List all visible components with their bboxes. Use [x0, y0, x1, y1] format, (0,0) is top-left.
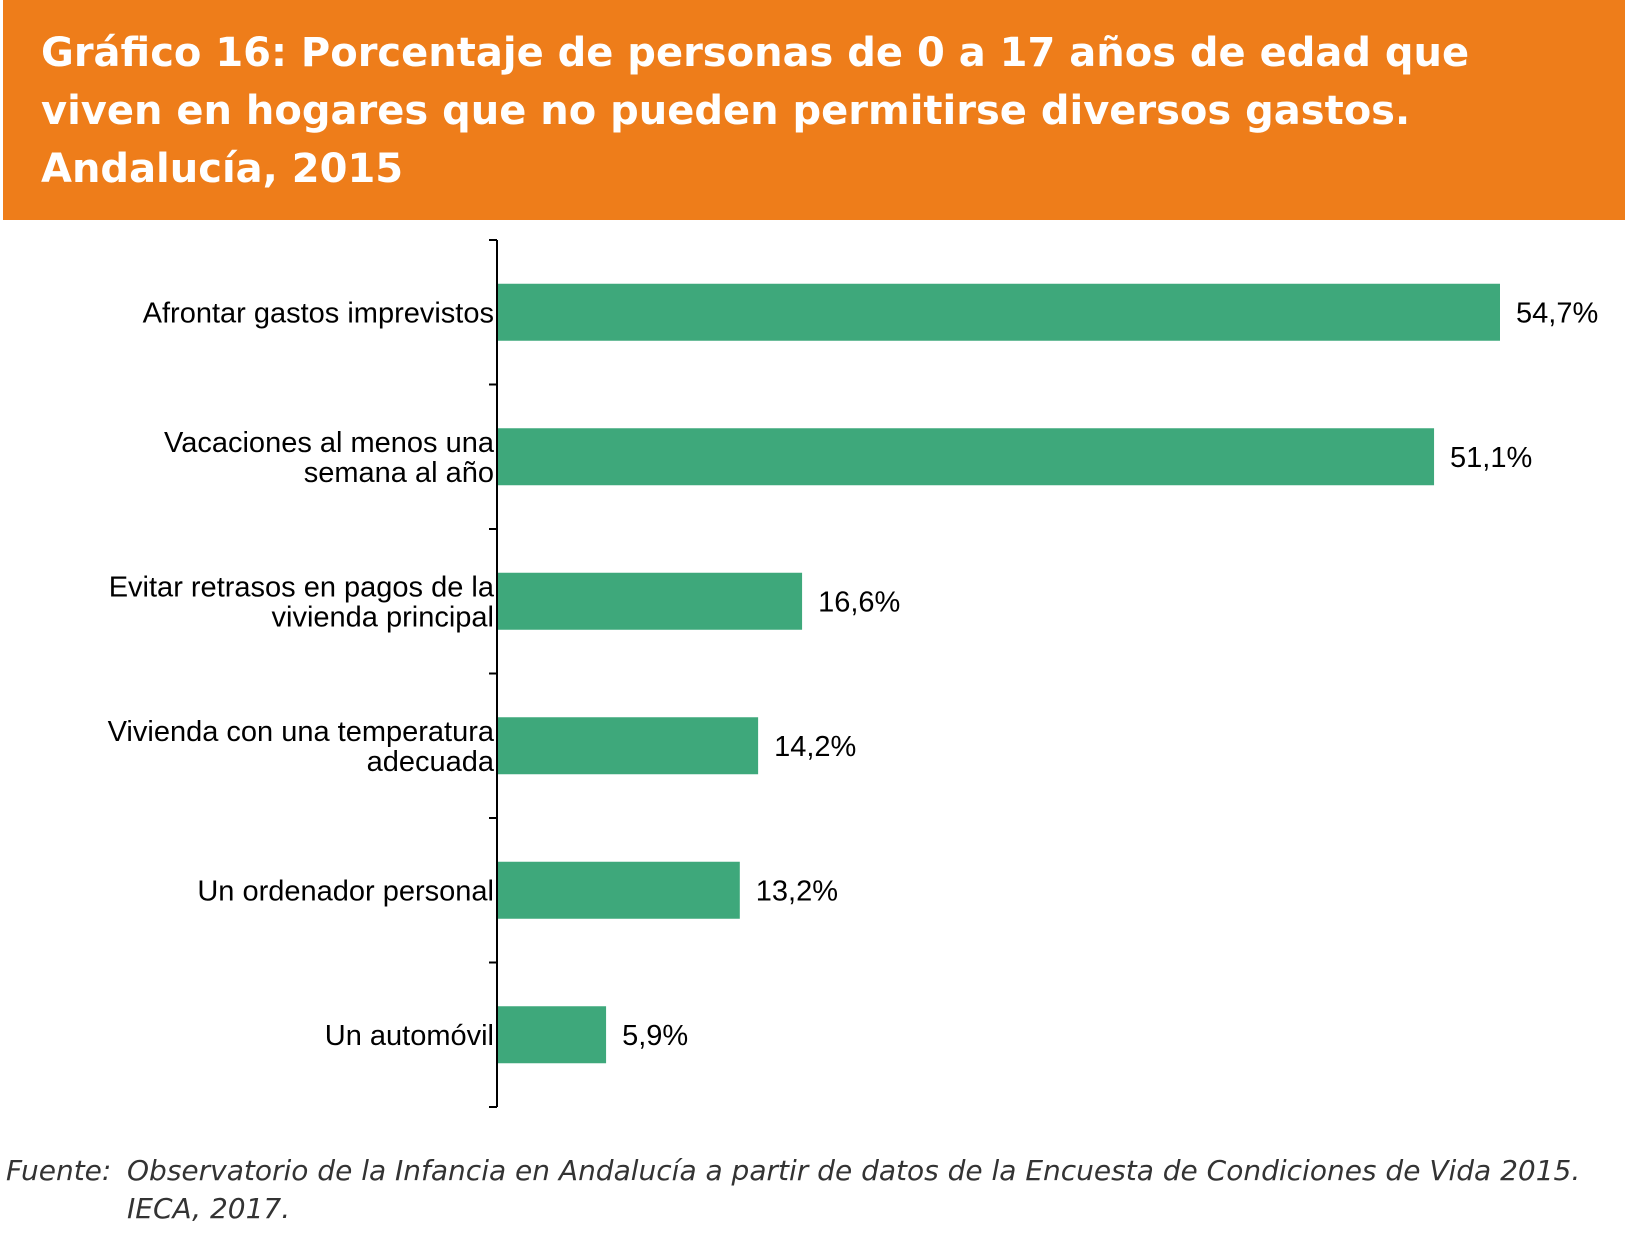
category-label: adecuada [367, 746, 495, 778]
bar [498, 428, 1435, 486]
category-label: Afrontar gastos imprevistos [143, 297, 494, 329]
bar [498, 572, 803, 630]
data-label: 5,9% [622, 1020, 688, 1052]
data-label: 51,1% [1450, 442, 1532, 474]
chart-header: Gráfico 16: Porcentaje de personas de 0 … [3, 0, 1625, 220]
bar [498, 861, 740, 919]
category-label: Un ordenador personal [197, 875, 494, 907]
data-label: 54,7% [1516, 297, 1598, 329]
category-label: Vacaciones al menos una [164, 427, 495, 459]
category-label: Evitar retrasos en pagos de la [109, 571, 495, 603]
data-label: 13,2% [756, 875, 838, 907]
data-label: 16,6% [818, 586, 900, 618]
category-label: Un automóvil [325, 1020, 494, 1052]
bar [498, 1006, 607, 1064]
data-label: 14,2% [774, 731, 856, 763]
chart-title: Gráfico 16: Porcentaje de personas de 0 … [41, 30, 1470, 192]
bar [498, 283, 1500, 341]
category-label: vivienda principal [272, 601, 494, 633]
source-text: Observatorio de la Infancia en Andalucía… [127, 1154, 1581, 1225]
source-label: Fuente: [6, 1154, 112, 1187]
category-label: semana al año [304, 457, 494, 489]
bar-chart: 54,7% Afrontar gastos imprevistos 51,1% Vac… [108, 239, 1598, 1108]
category-label: Vivienda con una temperatura [108, 716, 495, 748]
bar [498, 717, 759, 775]
